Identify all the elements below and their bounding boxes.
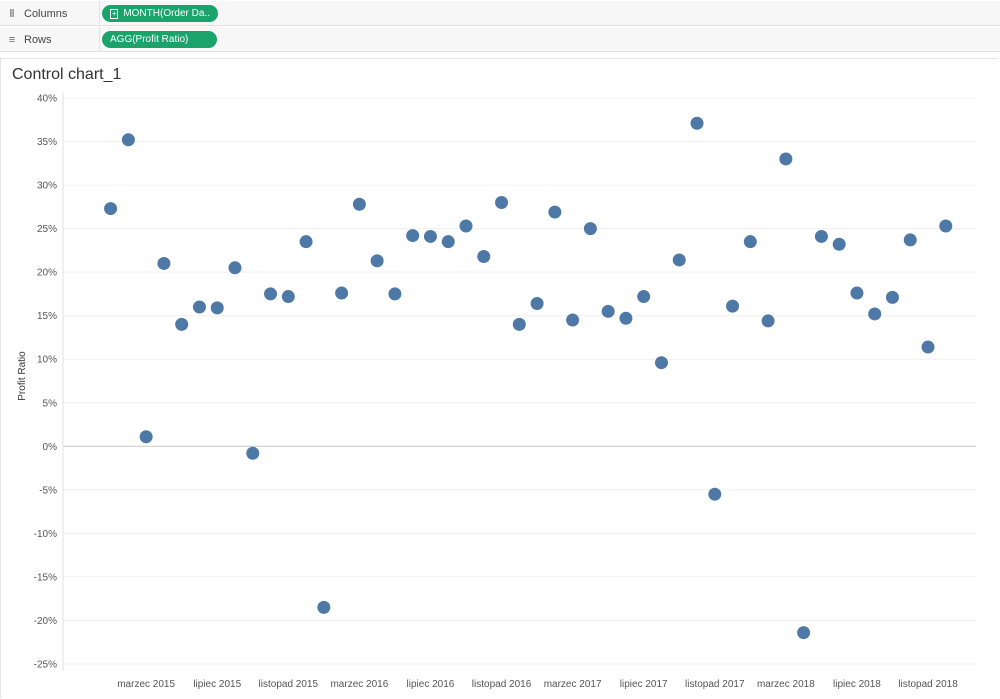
rows-shelf-label: ≡ Rows <box>0 27 100 52</box>
data-point <box>495 195 509 209</box>
data-point <box>335 286 349 300</box>
data-point <box>210 301 224 315</box>
rows-icon: ≡ <box>8 33 16 46</box>
y-tick-label: -25% <box>34 660 57 671</box>
data-point <box>619 311 633 325</box>
month-order-date-pill[interactable]: + MONTH(Order Da.. <box>102 5 218 22</box>
x-tick-label: listopad 2015 <box>259 679 319 690</box>
data-point <box>121 133 135 147</box>
data-point <box>246 446 260 460</box>
x-tick-label: listopad 2017 <box>685 679 745 690</box>
data-point <box>566 313 580 327</box>
y-tick-label: 0% <box>43 442 58 453</box>
data-point <box>814 229 828 243</box>
x-tick-label: lipiec 2018 <box>833 679 881 690</box>
y-tick-label: 15% <box>37 311 57 322</box>
x-tick-label: lipiec 2015 <box>193 679 241 690</box>
month-order-date-pill-label: MONTH(Order Da.. <box>123 8 210 19</box>
data-point <box>175 317 189 331</box>
data-point <box>832 237 846 251</box>
data-point <box>228 261 242 275</box>
y-tick-label: 10% <box>37 355 57 366</box>
x-tick-label: marzec 2015 <box>117 679 175 690</box>
x-tick-label: marzec 2016 <box>330 679 388 690</box>
data-point <box>264 287 278 301</box>
data-point <box>708 487 722 501</box>
x-tick-label: lipiec 2016 <box>407 679 455 690</box>
rows-shelf: ≡ Rows AGG(Profit Ratio) <box>0 27 1000 52</box>
data-point <box>921 340 935 354</box>
data-point <box>743 235 757 249</box>
data-point <box>192 300 206 314</box>
data-point <box>299 235 313 249</box>
data-point <box>726 299 740 313</box>
data-point <box>281 290 295 304</box>
data-point <box>477 249 491 263</box>
y-tick-label: -15% <box>34 572 57 583</box>
data-point <box>583 222 597 236</box>
x-tick-label: marzec 2018 <box>757 679 815 690</box>
profit-ratio-pill[interactable]: AGG(Profit Ratio) <box>102 31 217 48</box>
data-point <box>548 205 562 219</box>
data-point <box>939 219 953 233</box>
y-tick-label: 25% <box>37 224 57 235</box>
data-point <box>797 626 811 640</box>
data-point <box>406 229 420 243</box>
data-point <box>441 235 455 249</box>
y-tick-label: 30% <box>37 181 57 192</box>
data-point <box>885 290 899 304</box>
data-point <box>903 233 917 247</box>
data-point <box>104 202 118 216</box>
x-tick-label: lipiec 2017 <box>620 679 668 690</box>
x-tick-label: listopad 2016 <box>472 679 532 690</box>
columns-shelf: Ⅱ Columns + MONTH(Order Da.. <box>0 1 1000 26</box>
y-tick-label: 5% <box>43 398 58 409</box>
data-point <box>157 256 171 270</box>
data-point <box>388 287 402 301</box>
data-point <box>423 229 437 243</box>
columns-shelf-label: Ⅱ Columns <box>0 1 100 26</box>
y-axis-title: Profit Ratio <box>17 351 28 401</box>
y-tick-label: 35% <box>37 137 57 148</box>
data-point <box>654 356 668 370</box>
worksheet-view: Control chart_1 40% 35% 30% 25% 20% 15% 10% 5% 0… <box>0 58 998 698</box>
x-tick-label: marzec 2017 <box>544 679 602 690</box>
y-tick-label: 40% <box>37 94 57 105</box>
control-chart: 40% 35% 30% 25% 20% 15% 10% 5% 0% -5% -10% -15% -20%… <box>17 92 976 690</box>
data-point <box>370 254 384 268</box>
data-point <box>317 600 331 614</box>
y-tick-label: 20% <box>37 268 57 279</box>
data-point <box>868 307 882 321</box>
rows-label: Rows <box>24 33 52 46</box>
columns-label: Columns <box>24 7 68 20</box>
data-point <box>761 314 775 328</box>
data-point <box>850 286 864 300</box>
data-point <box>530 297 544 311</box>
profit-ratio-pill-label: AGG(Profit Ratio) <box>110 34 189 45</box>
y-tick-label: -10% <box>34 529 57 540</box>
x-tick-label: listopad 2018 <box>898 679 958 690</box>
y-tick-label: -5% <box>39 485 57 496</box>
expand-icon: + <box>110 8 119 19</box>
data-point <box>637 290 651 304</box>
data-point <box>139 430 153 444</box>
data-point <box>459 219 473 233</box>
y-tick-label: -20% <box>34 616 57 627</box>
data-point <box>690 116 704 130</box>
data-point <box>512 317 526 331</box>
columns-icon: Ⅱ <box>9 8 15 20</box>
data-point <box>779 152 793 166</box>
chart-title: Control chart_1 <box>12 66 122 83</box>
data-point <box>672 253 686 267</box>
data-point <box>352 197 366 211</box>
data-point <box>601 304 615 318</box>
